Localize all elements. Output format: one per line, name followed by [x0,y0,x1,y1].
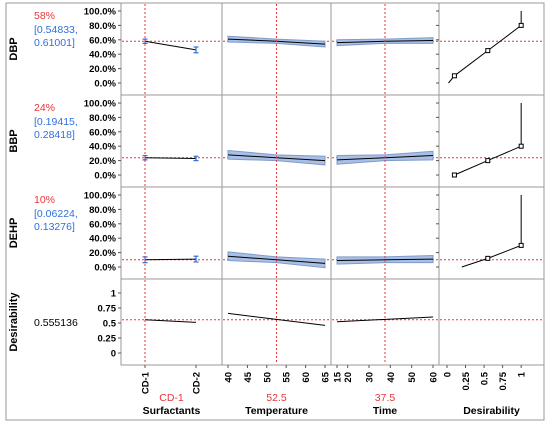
y-tick-label: 40.0% [89,234,116,245]
desirability-handle [451,73,457,79]
response-current-value: 58% [34,10,55,22]
y-tick-label: 60.0% [89,219,116,230]
surfactants-trace [144,319,197,323]
time-trace [336,316,434,323]
factor-current-value: 52.5 [266,392,287,404]
desirability-function [448,11,522,84]
y-tick-label: 0.5 [103,319,117,330]
x-tick-label: 0.5 [480,371,491,385]
y-tick-label: 0.0% [94,263,116,274]
x-tick-label: 0.25 [461,371,472,390]
factor-name: Surfactants [143,405,201,417]
x-tick-label: 0 [443,372,454,377]
response-interval-low: [0.19415, [34,116,78,128]
desirability-handle [518,242,524,248]
desirability-handle [518,22,524,28]
desirability-handle [485,255,491,261]
x-tick-label: 40 [224,372,235,383]
response-label: BBP [8,129,20,152]
temperature-trace [227,312,326,326]
y-tick-label: 0.25 [98,334,117,345]
x-tick-label: 50 [262,372,273,383]
x-tick-label: 1 [517,371,528,377]
y-tick-label: 60.0% [89,35,116,46]
desirability-function [454,103,522,176]
temperature-trace [227,255,326,264]
y-tick-label: 100.0% [84,7,117,18]
x-tick-label: 60 [301,372,312,383]
y-tick-label: 1 [111,289,117,300]
y-tick-label: 20.0% [89,156,116,167]
x-tick-label: 55 [282,371,293,382]
factor-current-value: 37.5 [375,392,396,404]
y-tick-label: 0 [111,349,116,360]
x-tick-label: 65 [321,371,332,382]
response-label: Desirability [8,291,20,351]
y-tick-label: 40.0% [89,50,116,61]
response-interval-low: [0.54833, [34,24,78,36]
y-tick-label: 20.0% [89,248,116,259]
x-tick-label: 45 [243,371,254,382]
response-current-value: 10% [34,194,55,206]
response-interval-high: 0.13276] [34,221,75,233]
response-current-value: 24% [34,102,55,114]
y-tick-label: 0.75 [98,304,117,315]
x-tick-label: 0.75 [498,371,509,390]
x-tick-label: CD-2 [192,372,203,394]
plot-grid-frame [120,2,545,366]
x-tick-label: 40 [386,372,397,383]
x-tick-label: CD-1 [141,371,152,394]
y-tick-label: 60.0% [89,127,116,138]
desirability-function [461,195,522,268]
desirability-handle [485,48,491,54]
y-tick-label: 100.0% [84,191,117,202]
y-tick-label: 20.0% [89,64,116,75]
response-label: DEHP [8,218,20,249]
y-tick-label: 100.0% [84,99,117,110]
response-interval-low: [0.06224, [34,208,78,220]
factor-name: Desirability [463,405,520,417]
desirability-current-value: 0.555136 [34,317,78,329]
factor-current-value: CD-1 [159,392,184,404]
y-tick-label: 80.0% [89,21,116,32]
y-tick-label: 40.0% [89,142,116,153]
response-interval-high: 0.61001] [34,37,75,49]
x-tick-label: 15 [333,371,344,382]
x-tick-label: 60 [429,372,440,383]
y-tick-label: 80.0% [89,113,116,124]
response-interval-high: 0.28418] [34,129,75,141]
time-trace [336,258,434,262]
x-tick-label: 20 [343,372,354,383]
surfactants-trace [144,157,197,159]
desirability-handle [518,143,524,149]
x-tick-label: 30 [365,372,376,383]
y-tick-label: 80.0% [89,205,116,216]
desirability-handle [451,172,457,178]
outer-frame [5,2,545,421]
y-tick-label: 0.0% [94,79,116,90]
surfactants-trace [144,258,197,261]
factor-name: Temperature [245,405,308,417]
desirability-handle [485,158,491,164]
x-tick-label: 50 [407,372,418,383]
surfactants-trace [144,40,197,51]
factor-name: Time [373,405,397,417]
response-label: DBP [8,37,20,60]
y-tick-label: 0.0% [94,171,116,182]
